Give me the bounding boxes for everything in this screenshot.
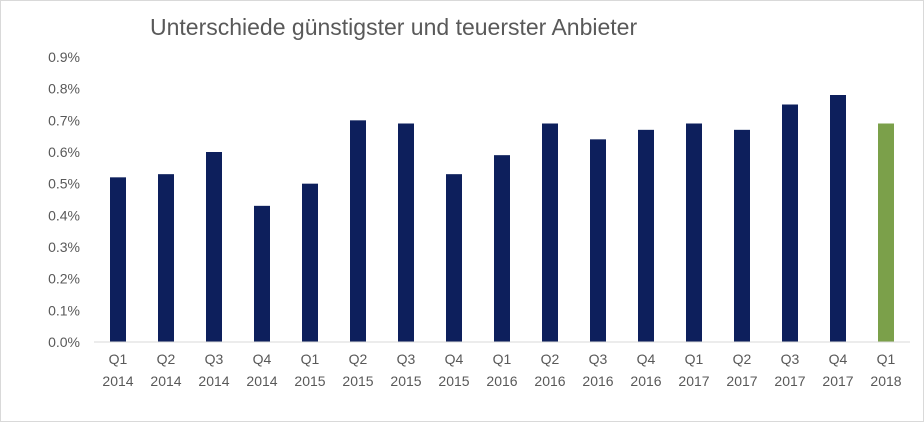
x-tick-label: Q1 [301, 351, 320, 367]
x-tick-label: 2017 [678, 373, 709, 389]
x-tick-label: 2017 [726, 373, 757, 389]
bar [398, 123, 414, 342]
bar [206, 152, 222, 342]
x-tick-label: 2015 [438, 373, 469, 389]
x-tick-label: Q1 [109, 351, 128, 367]
x-tick-label: Q1 [493, 351, 512, 367]
y-tick-label: 0.0% [48, 334, 80, 350]
bar [254, 205, 270, 342]
x-tick-label: 2014 [246, 373, 277, 389]
x-tick-label: Q3 [589, 351, 608, 367]
x-tick-label: Q4 [445, 351, 464, 367]
x-tick-label: Q3 [781, 351, 800, 367]
x-tick-label: 2018 [870, 373, 901, 389]
y-tick-label: 0.1% [48, 302, 80, 318]
chart-title: Unterschiede günstigster und teuerster A… [150, 14, 638, 40]
bar [686, 123, 702, 342]
x-tick-label: Q2 [349, 351, 368, 367]
y-tick-label: 0.7% [48, 112, 80, 128]
bar [782, 104, 798, 342]
x-tick-label: Q1 [877, 351, 896, 367]
y-tick-label: 0.4% [48, 207, 80, 223]
x-tick-label: 2017 [822, 373, 853, 389]
bar [302, 183, 318, 342]
bar [638, 129, 654, 342]
x-tick-label: 2014 [102, 373, 133, 389]
x-tick-label: Q2 [157, 351, 176, 367]
bar [110, 177, 126, 342]
bar [830, 95, 846, 342]
bar [158, 174, 174, 342]
x-tick-label: 2017 [774, 373, 805, 389]
x-tick-label: 2014 [198, 373, 229, 389]
x-tick-label: Q4 [829, 351, 848, 367]
bar [350, 120, 366, 342]
x-tick-label: Q2 [733, 351, 752, 367]
x-tick-label: Q3 [397, 351, 416, 367]
bar [542, 123, 558, 342]
y-tick-label: 0.8% [48, 81, 80, 97]
y-tick-label: 0.6% [48, 144, 80, 160]
x-tick-label: 2014 [150, 373, 181, 389]
bar [734, 129, 750, 342]
x-tick-label: Q2 [541, 351, 560, 367]
x-tick-label: Q4 [253, 351, 272, 367]
x-tick-label: 2015 [342, 373, 373, 389]
x-tick-label: 2015 [390, 373, 421, 389]
y-tick-label: 0.3% [48, 239, 80, 255]
x-tick-label: 2016 [486, 373, 517, 389]
bar [590, 139, 606, 342]
y-tick-label: 0.5% [48, 176, 80, 192]
x-tick-label: Q1 [685, 351, 704, 367]
y-tick-label: 0.2% [48, 271, 80, 287]
x-tick-label: 2016 [630, 373, 661, 389]
x-tick-label: Q3 [205, 351, 224, 367]
x-tick-label: Q4 [637, 351, 656, 367]
x-tick-label: 2016 [534, 373, 565, 389]
bar [878, 123, 894, 342]
x-tick-label: 2016 [582, 373, 613, 389]
bar [494, 155, 510, 342]
x-tick-label: 2015 [294, 373, 325, 389]
y-tick-label: 0.9% [48, 49, 80, 65]
bar [446, 174, 462, 342]
